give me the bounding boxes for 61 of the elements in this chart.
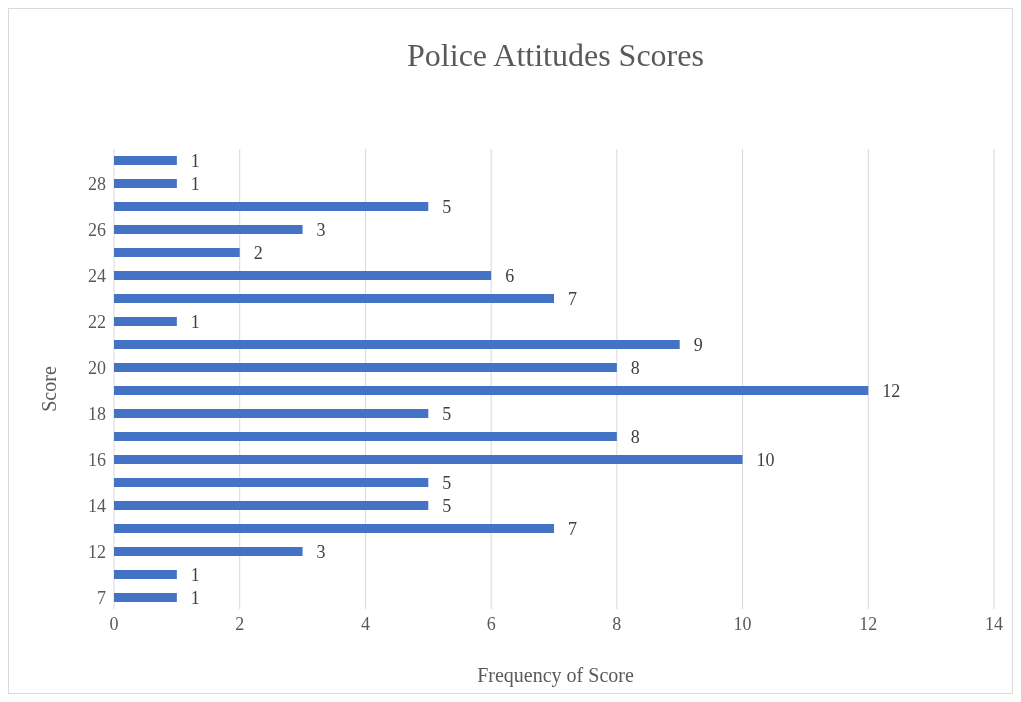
bar [114, 546, 303, 556]
data-label: 1 [190, 587, 200, 608]
data-label: 5 [442, 495, 452, 516]
data-label: 1 [190, 173, 200, 194]
y-tick-label: 16 [88, 449, 106, 470]
data-label: 7 [568, 288, 577, 309]
y-tick-label: 14 [88, 495, 106, 516]
bar [114, 569, 177, 579]
y-axis-title: Score [37, 366, 61, 412]
data-label: 2 [253, 242, 263, 263]
bar [114, 178, 177, 188]
data-label: 1 [190, 564, 200, 585]
y-tick-label: 7 [97, 587, 106, 608]
y-tick-label: 26 [88, 219, 106, 240]
bar [114, 316, 177, 326]
x-tick-label: 2 [235, 613, 245, 634]
x-tick-label: 14 [985, 613, 1003, 634]
bar [114, 201, 429, 211]
x-tick-label: 6 [486, 613, 496, 634]
data-label: 5 [442, 403, 452, 424]
x-tick-label: 10 [733, 613, 752, 634]
y-tick-label: 24 [88, 265, 106, 286]
data-label: 3 [316, 219, 326, 240]
chart-title: Police Attitudes Scores [406, 37, 705, 74]
bar [114, 477, 429, 487]
bar [114, 500, 429, 510]
x-tick-label: 8 [612, 613, 622, 634]
y-tick-label: 28 [88, 173, 106, 194]
bar [114, 408, 429, 418]
bar [114, 592, 177, 602]
data-label: 5 [442, 472, 452, 493]
bar [114, 270, 492, 280]
bar [114, 224, 303, 234]
data-label: 8 [630, 426, 640, 447]
y-tick-label: 12 [88, 541, 106, 562]
data-label: 3 [316, 541, 326, 562]
x-axis-title: Frequency of Score [476, 664, 635, 687]
data-label: 1 [190, 150, 200, 171]
y-tick-label: 22 [88, 311, 106, 332]
data-label: 12 [882, 380, 901, 401]
x-tick-label: 4 [360, 613, 370, 634]
bar [114, 454, 743, 464]
data-label: 7 [568, 518, 577, 539]
bar [114, 385, 869, 395]
bar [114, 155, 177, 165]
data-label: 5 [442, 196, 452, 217]
bar [114, 293, 554, 303]
y-tick-label: 20 [88, 357, 106, 378]
x-tick-label: 12 [859, 613, 878, 634]
data-label: 6 [505, 265, 515, 286]
data-label: 8 [630, 357, 640, 378]
bar [114, 339, 680, 349]
bar [114, 523, 554, 533]
bar [114, 362, 617, 372]
bar [114, 431, 617, 441]
data-label: 9 [693, 334, 703, 355]
data-label: 1 [190, 311, 200, 332]
bar [114, 247, 240, 257]
y-tick-label: 18 [88, 403, 106, 424]
x-tick-label: 0 [109, 613, 119, 634]
data-label: 10 [756, 449, 775, 470]
